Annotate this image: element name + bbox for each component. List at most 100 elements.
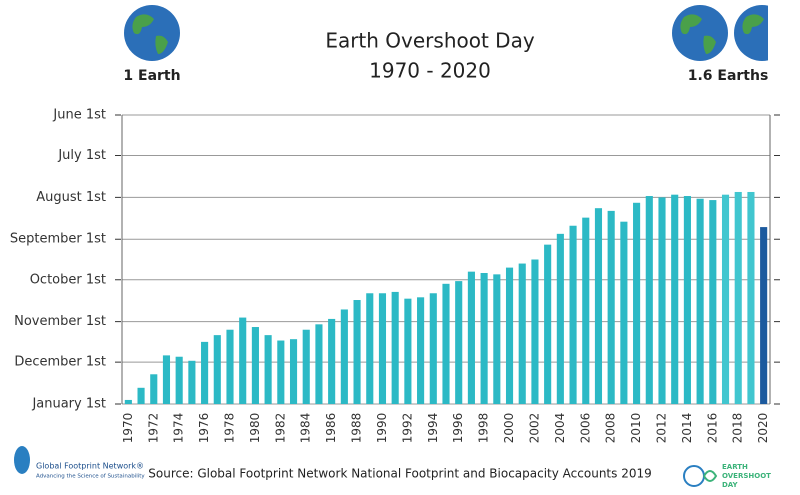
y-tick-label: June 1st <box>52 108 106 123</box>
bar <box>340 309 348 404</box>
x-tick-label: 1986 <box>324 413 338 444</box>
bar <box>213 335 221 404</box>
gfn-tagline: Advancing the Science of Sustainability <box>36 474 145 480</box>
bar <box>289 339 298 404</box>
earth-icon <box>124 5 180 61</box>
bar <box>467 271 475 404</box>
bar <box>493 274 501 404</box>
x-tick-label: 2000 <box>502 413 516 444</box>
x-tick-label: 2018 <box>731 413 745 444</box>
bar <box>505 267 514 404</box>
bar <box>544 244 552 404</box>
eod-logo: EARTH OVERSHOOT DAY <box>683 463 771 489</box>
bar <box>188 360 196 404</box>
bar <box>417 297 425 404</box>
bar <box>150 374 158 404</box>
eod-text: DAY <box>722 481 739 489</box>
gfn-logo: Global Footprint Network® Advancing the … <box>14 446 145 480</box>
eod-text: OVERSHOOT <box>722 472 771 480</box>
bar <box>378 293 387 404</box>
bar <box>328 318 336 404</box>
y-tick-label: October 1st <box>30 272 106 287</box>
bar <box>633 202 641 404</box>
chart-title: Earth Overshoot Day <box>325 29 535 53</box>
bar <box>594 208 603 404</box>
bar <box>645 196 653 404</box>
x-tick-label: 2004 <box>553 413 567 444</box>
bar <box>201 341 209 404</box>
bar <box>391 291 399 404</box>
x-tick-label: 2010 <box>629 413 643 444</box>
bar <box>569 225 577 404</box>
x-tick-label: 2014 <box>680 413 694 444</box>
x-tick-label: 1976 <box>197 413 211 444</box>
bar <box>683 196 691 404</box>
earth-icons <box>672 5 768 61</box>
bar <box>671 194 679 404</box>
bar <box>455 281 463 404</box>
bar <box>480 273 488 404</box>
x-tick-label: 1998 <box>477 413 491 444</box>
y-tick-label: September 1st <box>10 232 106 247</box>
y-tick-label: August 1st <box>36 190 106 205</box>
bar <box>302 329 310 404</box>
bar <box>518 263 526 404</box>
bar <box>531 259 539 404</box>
bar <box>556 233 564 404</box>
bar <box>277 340 285 404</box>
bar <box>734 191 742 404</box>
y-tick-label: January 1st <box>31 397 106 412</box>
bar <box>721 194 730 404</box>
y-tick-label: November 1st <box>14 314 106 329</box>
bar <box>264 335 272 404</box>
bar <box>709 200 717 404</box>
x-tick-label: 1982 <box>273 413 287 444</box>
x-tick-label: 2012 <box>655 413 669 444</box>
source-note: Source: Global Footprint Network Nationa… <box>148 467 651 481</box>
x-tick-label: 2006 <box>578 413 592 444</box>
bar <box>747 191 755 404</box>
bar <box>607 210 615 404</box>
bar <box>404 298 412 404</box>
eod-text: EARTH <box>722 463 748 471</box>
bar <box>315 324 323 404</box>
bar <box>137 387 145 404</box>
bar <box>226 329 234 404</box>
bar <box>124 399 132 404</box>
x-tick-label: 1988 <box>350 413 364 444</box>
left-caption: 1 Earth <box>123 68 180 84</box>
x-tick-label: 1978 <box>223 413 237 444</box>
x-tick-label: 1994 <box>426 413 440 444</box>
x-tick-label: 1970 <box>121 413 135 444</box>
x-tick-label: 1974 <box>172 413 186 444</box>
bar <box>366 293 374 404</box>
bar <box>239 317 247 404</box>
x-tick-label: 1992 <box>400 413 414 444</box>
x-tick-label: 1980 <box>248 413 262 444</box>
bar <box>658 197 666 404</box>
chart-subtitle: 1970 - 2020 <box>369 59 491 83</box>
bar <box>760 227 768 404</box>
bar <box>251 327 259 404</box>
x-tick-label: 1972 <box>146 413 160 444</box>
bar <box>620 221 628 404</box>
bar <box>162 355 171 404</box>
x-tick-label: 2008 <box>604 413 618 444</box>
bar <box>442 283 450 404</box>
y-tick-label: July 1st <box>57 148 106 163</box>
gfn-name: Global Footprint Network® <box>36 462 144 471</box>
right-caption: 1.6 Earths <box>688 68 769 84</box>
x-tick-label: 2016 <box>705 413 719 444</box>
x-tick-label: 1990 <box>375 413 389 444</box>
x-tick-label: 2002 <box>527 413 541 444</box>
bar <box>429 293 437 404</box>
x-tick-label: 1984 <box>299 413 313 444</box>
bar <box>175 356 183 404</box>
x-tick-label: 2020 <box>756 413 770 444</box>
bar <box>353 300 361 404</box>
y-tick-label: December 1st <box>14 355 106 370</box>
bar <box>582 217 590 404</box>
bar <box>696 198 704 404</box>
x-tick-label: 1996 <box>451 413 465 444</box>
